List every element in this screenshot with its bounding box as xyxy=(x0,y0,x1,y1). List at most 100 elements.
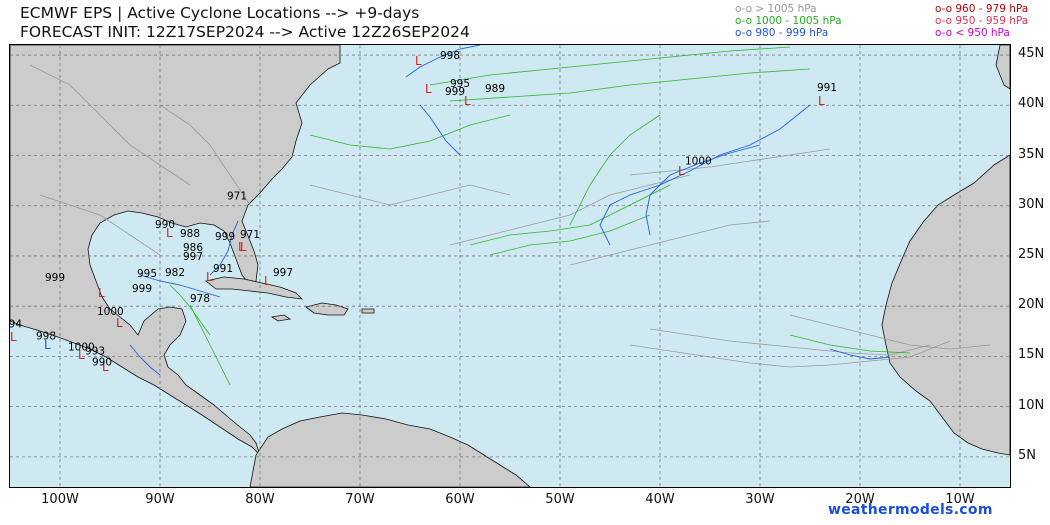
pressure-legend-left: o-o > 1005 hPa o-o 1000 - 1005 hPa o-o 980… xyxy=(735,3,842,39)
storm-marker: L xyxy=(10,330,17,344)
track-blue xyxy=(599,104,811,246)
track-gray xyxy=(159,104,251,206)
storm-marker: L xyxy=(464,94,471,108)
legend-marker: o-o xyxy=(935,27,953,39)
storm-marker: L xyxy=(166,226,173,240)
track-gray xyxy=(39,194,161,256)
track-gray xyxy=(789,314,991,350)
lat-label: 20N xyxy=(1018,297,1045,313)
track-green xyxy=(789,334,911,354)
lon-label: 100W xyxy=(41,492,79,507)
lat-label: 30N xyxy=(1018,196,1045,212)
pressure-label: 986 xyxy=(183,242,203,254)
lon-label: 30W xyxy=(745,492,775,507)
pressure-label: 1000 xyxy=(68,341,95,353)
lat-label: 45N xyxy=(1018,46,1045,62)
pressure-label: 982 xyxy=(165,267,185,279)
legend-entry: o-o < 950 hPa xyxy=(935,27,1028,39)
pressure-label: 995 xyxy=(137,268,157,280)
lat-label: 25N xyxy=(1018,246,1045,262)
storm-marker: L xyxy=(116,316,123,330)
land-puerto-rico xyxy=(361,308,375,314)
pressure-label: 999 xyxy=(132,283,152,295)
legend-entry: o-o 980 - 999 hPa xyxy=(735,27,842,39)
pressure-label: 991 xyxy=(817,82,837,94)
storm-marker: L xyxy=(415,54,422,68)
track-green xyxy=(469,184,671,246)
track-blue xyxy=(405,45,481,78)
storm-marker: L xyxy=(206,270,213,284)
pressure-label: 997 xyxy=(183,251,203,263)
track-blue xyxy=(829,348,891,360)
lon-label: 90W xyxy=(145,492,175,507)
storm-marker: L xyxy=(240,240,247,254)
legend-label: < 950 hPa xyxy=(955,27,1010,39)
track-green xyxy=(489,214,651,256)
pressure-label: 999 xyxy=(45,272,65,284)
pressure-label: 999 xyxy=(215,231,235,243)
track-gray xyxy=(629,340,951,368)
lon-label: 80W xyxy=(245,492,275,507)
pressure-label: 993 xyxy=(85,345,105,357)
track-green xyxy=(429,46,791,86)
pressure-legend-right: o-o 960 - 979 hPa o-o 950 - 959 hPa o-o < … xyxy=(935,3,1028,39)
legend-marker: o-o xyxy=(735,15,753,27)
track-blue xyxy=(139,274,221,298)
pressure-label: 998 xyxy=(440,50,460,62)
lon-label: 70W xyxy=(345,492,375,507)
lon-label: 20W xyxy=(845,492,875,507)
lat-label: 5N xyxy=(1018,447,1036,463)
header: ECMWF EPS | Active Cyclone Locations -->… xyxy=(0,0,1050,44)
legend-marker: o-o xyxy=(735,3,753,15)
lat-label: 35N xyxy=(1018,146,1045,162)
land-north-america xyxy=(10,45,341,456)
title-line-2: FORECAST INIT: 12Z17SEP2024 --> Active 1… xyxy=(20,23,470,41)
cyclone-tracks xyxy=(29,45,991,386)
legend-entry: o-o 960 - 979 hPa xyxy=(935,3,1028,15)
track-blue xyxy=(209,220,239,276)
lon-label: 40W xyxy=(645,492,675,507)
storm-marker: L xyxy=(238,240,245,254)
track-green xyxy=(449,68,811,102)
storm-marker: L xyxy=(425,82,432,96)
track-green xyxy=(309,114,511,150)
legend-label: 960 - 979 hPa xyxy=(955,3,1029,15)
pressure-label: 988 xyxy=(180,228,200,240)
legend-label: 980 - 999 hPa xyxy=(755,27,829,39)
storm-marker: L xyxy=(678,164,685,178)
track-gray xyxy=(569,220,771,266)
land-south-america xyxy=(249,412,531,487)
track-gray xyxy=(449,174,691,246)
pressure-label: 971 xyxy=(227,191,247,203)
legend-label: 950 - 959 hPa xyxy=(955,15,1029,27)
pressure-label: 997 xyxy=(273,267,293,279)
storm-marker: L xyxy=(102,360,109,374)
title-line-1: ECMWF EPS | Active Cyclone Locations -->… xyxy=(20,4,420,22)
map-canvas: L L L L L L L L L L L L L L L L 998 995 99… xyxy=(10,45,1010,487)
track-green xyxy=(569,114,661,226)
land-masses xyxy=(10,45,1010,487)
storm-marker: L xyxy=(264,274,271,288)
legend-label: 1000 - 1005 hPa xyxy=(755,15,842,27)
pressure-label: 998 xyxy=(36,330,56,342)
legend-marker: o-o xyxy=(935,3,953,15)
land-cuba xyxy=(205,276,304,300)
storm-markers: L L L L L L L L L L L L L L L L xyxy=(10,54,825,374)
track-green xyxy=(169,284,211,336)
pressure-label: 991 xyxy=(213,263,233,275)
lat-label: 40N xyxy=(1018,96,1045,112)
cyclone-track-map: L L L L L L L L L L L L L L L L 998 995 99… xyxy=(9,44,1011,488)
pressure-label: 971 xyxy=(240,229,260,241)
land-jamaica xyxy=(270,314,292,322)
storm-marker: L xyxy=(78,348,85,362)
track-gray xyxy=(29,64,191,186)
legend-entry: o-o 1000 - 1005 hPa xyxy=(735,15,842,27)
pressure-label: 999 xyxy=(445,86,465,98)
land-africa xyxy=(881,154,1010,456)
legend-label: > 1005 hPa xyxy=(755,3,817,15)
legend-marker: o-o xyxy=(935,15,953,27)
track-gray xyxy=(649,328,931,356)
legend-marker: o-o xyxy=(735,27,753,39)
track-blue xyxy=(419,104,461,156)
lon-label: 10W xyxy=(945,492,975,507)
